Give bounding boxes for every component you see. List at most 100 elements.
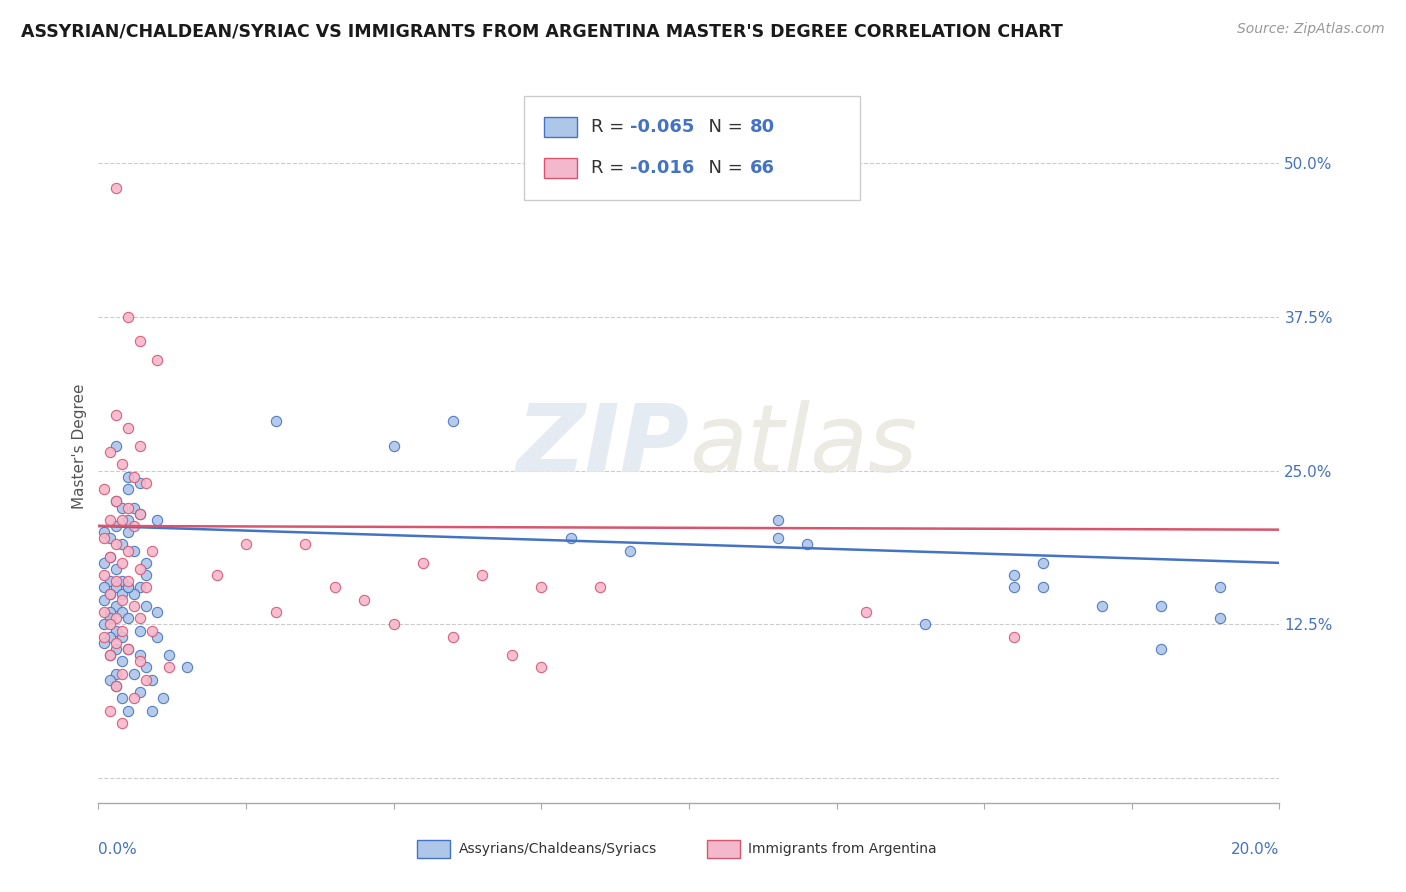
Text: R =: R = bbox=[591, 159, 630, 177]
Point bbox=[128, 624, 150, 638]
Point bbox=[135, 660, 157, 674]
Text: 66: 66 bbox=[751, 159, 775, 177]
Point bbox=[98, 549, 121, 564]
Point bbox=[105, 679, 128, 693]
Point bbox=[135, 673, 157, 687]
Point bbox=[93, 531, 115, 545]
Point bbox=[98, 673, 121, 687]
Point bbox=[98, 587, 121, 601]
Point bbox=[1150, 599, 1173, 613]
Point bbox=[105, 679, 128, 693]
Point bbox=[128, 475, 150, 490]
Point bbox=[98, 611, 121, 625]
Point bbox=[105, 636, 128, 650]
Point bbox=[105, 666, 128, 681]
Point bbox=[93, 636, 115, 650]
Point bbox=[98, 549, 121, 564]
Point bbox=[619, 543, 641, 558]
Point bbox=[105, 624, 128, 638]
Point bbox=[117, 704, 139, 718]
Text: 20.0%: 20.0% bbox=[1232, 842, 1279, 857]
Point bbox=[128, 334, 150, 349]
Point bbox=[1002, 568, 1025, 582]
Point bbox=[93, 592, 115, 607]
Point bbox=[98, 574, 121, 589]
Bar bbox=[707, 840, 740, 858]
Point bbox=[1032, 581, 1054, 595]
Point bbox=[117, 574, 139, 589]
Point bbox=[205, 568, 228, 582]
Text: Immigrants from Argentina: Immigrants from Argentina bbox=[748, 842, 936, 856]
Point bbox=[98, 513, 121, 527]
Point bbox=[98, 605, 121, 619]
Point bbox=[98, 648, 121, 662]
Point bbox=[117, 482, 139, 496]
Point bbox=[111, 556, 134, 570]
Point bbox=[93, 630, 115, 644]
Point bbox=[441, 630, 464, 644]
Point bbox=[128, 581, 150, 595]
Point bbox=[105, 581, 128, 595]
Text: N =: N = bbox=[697, 118, 749, 136]
Point bbox=[122, 666, 145, 681]
Bar bbox=[418, 840, 450, 858]
Point bbox=[146, 352, 169, 367]
Point bbox=[128, 654, 150, 668]
Point bbox=[122, 599, 145, 613]
Point bbox=[1002, 581, 1025, 595]
Point bbox=[501, 648, 523, 662]
Point bbox=[117, 500, 139, 515]
Point bbox=[105, 494, 128, 508]
Point bbox=[122, 587, 145, 601]
Point bbox=[1209, 581, 1232, 595]
Point bbox=[111, 715, 134, 730]
Point bbox=[105, 537, 128, 551]
Point bbox=[117, 513, 139, 527]
Point bbox=[117, 310, 139, 324]
Point bbox=[382, 439, 405, 453]
Point bbox=[98, 587, 121, 601]
Point bbox=[93, 617, 115, 632]
Point bbox=[412, 556, 434, 570]
Point bbox=[98, 704, 121, 718]
Point bbox=[117, 420, 139, 434]
Point bbox=[98, 445, 121, 459]
Point bbox=[105, 180, 128, 194]
Point bbox=[105, 519, 128, 533]
Point bbox=[111, 500, 134, 515]
Point bbox=[235, 537, 257, 551]
Point bbox=[1209, 611, 1232, 625]
Point bbox=[135, 581, 157, 595]
Point bbox=[128, 507, 150, 521]
Point bbox=[117, 581, 139, 595]
Y-axis label: Master's Degree: Master's Degree bbox=[72, 384, 87, 508]
Point bbox=[135, 475, 157, 490]
Point bbox=[141, 543, 163, 558]
Point bbox=[141, 704, 163, 718]
Point bbox=[530, 660, 553, 674]
Point bbox=[135, 568, 157, 582]
Point bbox=[117, 469, 139, 483]
Point bbox=[111, 592, 134, 607]
Point bbox=[117, 611, 139, 625]
Point bbox=[135, 599, 157, 613]
Point bbox=[560, 531, 582, 545]
Point bbox=[111, 587, 134, 601]
Point bbox=[98, 617, 121, 632]
Text: R =: R = bbox=[591, 118, 630, 136]
Point bbox=[98, 648, 121, 662]
Point bbox=[111, 630, 134, 644]
Point bbox=[105, 562, 128, 576]
Point bbox=[152, 691, 174, 706]
Point bbox=[122, 691, 145, 706]
Point bbox=[111, 624, 134, 638]
Point bbox=[1002, 630, 1025, 644]
Point bbox=[1150, 642, 1173, 657]
Text: N =: N = bbox=[697, 159, 749, 177]
Point bbox=[93, 525, 115, 540]
Text: Source: ZipAtlas.com: Source: ZipAtlas.com bbox=[1237, 22, 1385, 37]
Point bbox=[111, 513, 134, 527]
Point bbox=[93, 605, 115, 619]
Point bbox=[105, 494, 128, 508]
Point bbox=[117, 525, 139, 540]
